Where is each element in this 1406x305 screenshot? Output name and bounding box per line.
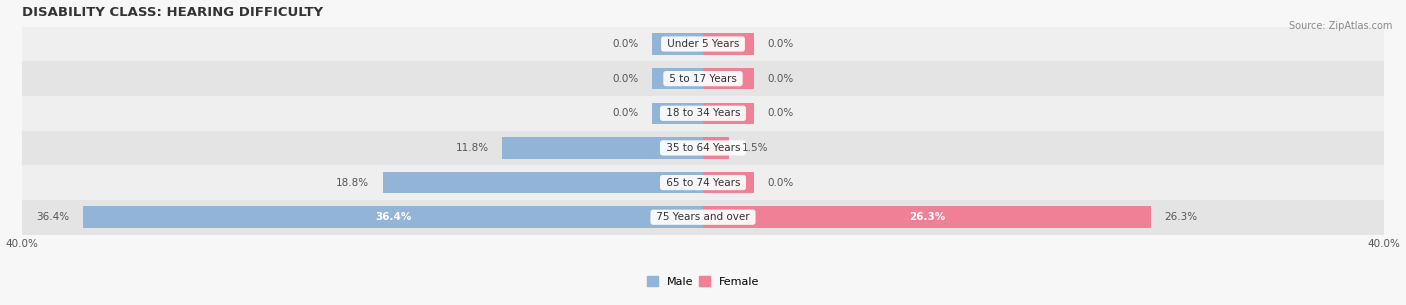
Text: 11.8%: 11.8% [456,143,488,153]
Text: 0.0%: 0.0% [768,178,794,188]
Bar [22,165,1384,200]
Text: 75 Years and over: 75 Years and over [652,212,754,222]
Bar [703,137,728,159]
Text: 5 to 17 Years: 5 to 17 Years [666,74,740,84]
Text: DISABILITY CLASS: HEARING DIFFICULTY: DISABILITY CLASS: HEARING DIFFICULTY [22,5,323,19]
Text: 26.3%: 26.3% [1164,212,1198,222]
Bar [703,102,754,124]
Legend: Male, Female: Male, Female [643,272,763,291]
Text: 0.0%: 0.0% [768,74,794,84]
Bar [22,131,1384,165]
Bar [703,68,754,89]
Text: 0.0%: 0.0% [612,74,638,84]
Bar [652,33,703,55]
Bar [652,102,703,124]
Text: 1.5%: 1.5% [742,143,769,153]
Bar [22,200,1384,235]
Text: 26.3%: 26.3% [908,212,945,222]
Text: 0.0%: 0.0% [612,108,638,118]
Bar [22,61,1384,96]
Text: Under 5 Years: Under 5 Years [664,39,742,49]
Bar [22,27,1384,61]
Text: 0.0%: 0.0% [768,108,794,118]
Bar [502,137,703,159]
Text: 18.8%: 18.8% [336,178,370,188]
Text: 0.0%: 0.0% [768,39,794,49]
Bar [652,68,703,89]
Text: Source: ZipAtlas.com: Source: ZipAtlas.com [1288,21,1392,31]
Text: 35 to 64 Years: 35 to 64 Years [662,143,744,153]
Bar [382,172,703,193]
Text: 36.4%: 36.4% [37,212,70,222]
Text: 36.4%: 36.4% [375,212,412,222]
Text: 18 to 34 Years: 18 to 34 Years [662,108,744,118]
Bar [703,33,754,55]
Text: 0.0%: 0.0% [612,39,638,49]
Bar [703,172,754,193]
Text: 65 to 74 Years: 65 to 74 Years [662,178,744,188]
Bar [83,206,703,228]
Bar [703,206,1150,228]
Bar [22,96,1384,131]
